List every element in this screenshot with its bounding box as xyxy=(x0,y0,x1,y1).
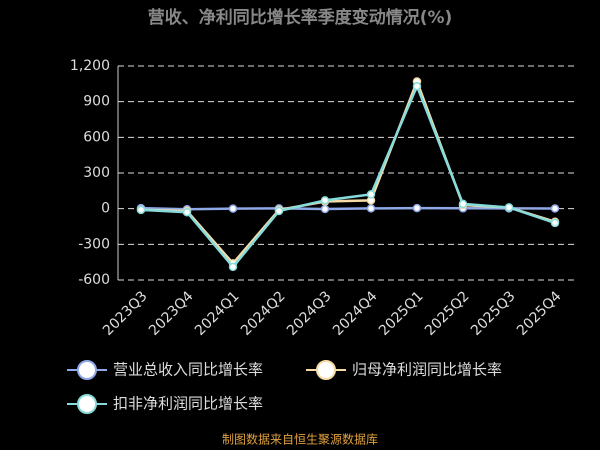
series-line xyxy=(140,82,556,269)
data-point xyxy=(412,203,422,213)
legend-label: 营业总收入同比增长率 xyxy=(113,361,263,379)
data-point xyxy=(228,262,238,272)
legend-marker xyxy=(316,360,336,380)
chart-title: 营收、净利同比增长率季度变动情况(%) xyxy=(148,7,453,28)
source-note: 制图数据来自恒生聚源数据库 xyxy=(222,432,378,447)
y-tick-label: -600 xyxy=(78,272,110,288)
data-point xyxy=(550,218,560,228)
legend-marker xyxy=(77,360,97,380)
data-point xyxy=(182,207,192,217)
legend-marker xyxy=(77,394,97,414)
legend-label: 扣非净利润同比增长率 xyxy=(113,395,263,413)
series-line xyxy=(140,206,556,211)
data-point xyxy=(458,199,468,209)
data-point xyxy=(366,204,376,213)
data-point xyxy=(412,81,422,91)
data-point xyxy=(320,196,330,205)
data-point xyxy=(228,204,238,213)
data-point xyxy=(320,204,330,214)
data-point xyxy=(274,206,284,216)
y-tick-label: 600 xyxy=(83,129,110,145)
data-point xyxy=(366,190,376,199)
legend-label: 归母净利润同比增长率 xyxy=(352,361,502,379)
y-tick-label: 900 xyxy=(83,94,110,110)
data-point xyxy=(550,204,560,213)
data-point xyxy=(504,203,514,212)
y-tick-label: 1,200 xyxy=(70,58,110,74)
y-tick-label: 300 xyxy=(83,165,110,181)
y-tick-label: -300 xyxy=(78,236,110,252)
y-tick-label: 0 xyxy=(101,201,110,217)
data-point xyxy=(136,205,146,215)
